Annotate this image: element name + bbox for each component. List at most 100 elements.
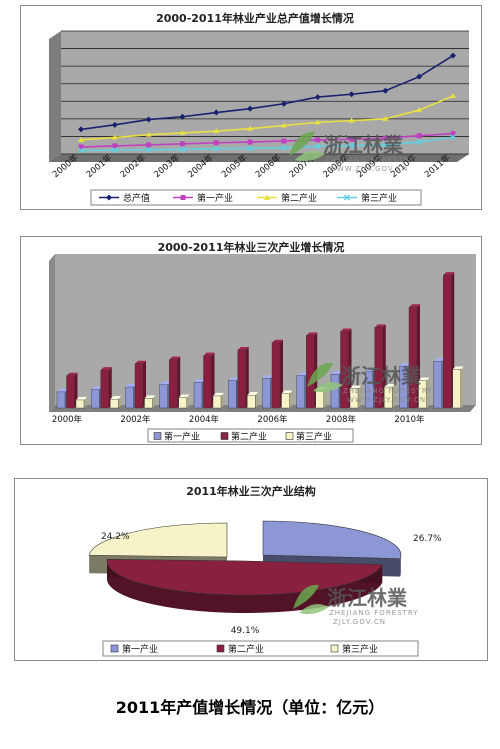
watermark-pinyin: ZHEJIANG FORESTRY xyxy=(329,609,419,617)
data-point xyxy=(146,142,152,148)
bar xyxy=(365,371,374,409)
bar-side xyxy=(186,394,190,408)
data-point xyxy=(416,133,422,139)
bar xyxy=(75,399,85,409)
bar-side xyxy=(460,366,464,408)
bar-side xyxy=(426,377,430,408)
legend-label: 第三产业 xyxy=(361,192,397,204)
bar xyxy=(247,394,256,409)
data-point xyxy=(213,145,220,152)
bar xyxy=(433,361,442,409)
bar xyxy=(110,398,119,409)
legend-swatch xyxy=(216,644,225,653)
bar xyxy=(306,335,315,409)
leaf-icon xyxy=(293,584,319,609)
legend-label: 第一产业 xyxy=(197,192,233,204)
bar-side xyxy=(152,395,156,408)
legend-marker xyxy=(180,195,186,200)
legend-swatch xyxy=(110,644,119,653)
series-line xyxy=(80,95,454,141)
bar-top xyxy=(247,392,259,396)
leaf-icon xyxy=(307,362,333,387)
bar-side xyxy=(280,339,283,408)
legend-label: 第一产业 xyxy=(122,643,158,655)
data-point xyxy=(450,52,456,59)
legend-label: 第三产业 xyxy=(296,431,332,443)
data-point xyxy=(315,137,321,143)
watermark-text: 浙江林業 xyxy=(341,364,422,388)
data-point xyxy=(78,147,84,154)
pie-slice xyxy=(88,522,228,558)
bar-top xyxy=(228,377,240,381)
bar-top xyxy=(340,328,352,332)
data-point xyxy=(78,136,84,142)
bar-top xyxy=(296,372,308,376)
legend-swatch xyxy=(220,432,229,440)
bar-side xyxy=(221,392,224,408)
bar-side xyxy=(245,347,249,408)
series-line xyxy=(80,54,454,131)
data-point xyxy=(111,134,118,140)
bar xyxy=(66,375,75,409)
bar-top xyxy=(374,324,386,328)
legend-marker xyxy=(343,194,351,201)
bar xyxy=(399,365,408,409)
bar-chart: 2000-2011年林业三次产业增长情况 2000年 2002年 2004年 2006年… xyxy=(49,240,476,443)
watermark-pinyin: ZHEJIANG FORESTRY xyxy=(325,156,415,164)
data-point xyxy=(78,126,84,133)
bar xyxy=(228,380,237,409)
data-point xyxy=(281,138,287,144)
data-point xyxy=(145,131,152,137)
bar-side xyxy=(392,384,396,408)
data-point xyxy=(382,141,389,148)
data-point xyxy=(247,125,254,131)
watermark-site: WWW.ZJLY.GOV.CN xyxy=(347,396,426,404)
plot-floor xyxy=(49,154,469,162)
legend-label: 总产值 xyxy=(123,192,150,204)
bar-side xyxy=(177,356,181,408)
series-line xyxy=(80,136,454,152)
plot-area xyxy=(61,31,469,154)
bar-top xyxy=(178,394,190,398)
data-point xyxy=(280,144,287,151)
bar-top xyxy=(331,371,342,375)
bar xyxy=(91,389,100,409)
bar xyxy=(384,386,393,409)
data-point xyxy=(247,105,254,112)
bar xyxy=(443,274,452,409)
pie-data-label: 26.7% xyxy=(413,534,442,544)
data-point xyxy=(213,140,219,146)
data-point xyxy=(112,143,118,149)
bar xyxy=(159,384,168,409)
bar-side xyxy=(289,390,293,408)
bar-top xyxy=(169,356,181,360)
legend-box xyxy=(90,189,422,206)
pie-slice xyxy=(262,520,402,559)
bar-top xyxy=(135,360,146,364)
pie-chart-panel: 2011年林业三次产业结构 26.7% 49.1% 24.2% 浙江林業 ZHEJIANG… xyxy=(14,478,488,661)
bar xyxy=(340,331,349,409)
data-point xyxy=(450,134,456,141)
bar-top xyxy=(365,368,377,372)
bar xyxy=(144,398,153,409)
bar-top xyxy=(66,372,78,376)
bar xyxy=(237,349,246,409)
bar xyxy=(134,363,144,409)
bar xyxy=(281,393,290,409)
pie-slice-side xyxy=(400,555,401,577)
bar-top xyxy=(262,375,274,379)
data-point xyxy=(111,121,118,128)
bar-top xyxy=(433,358,445,362)
bar xyxy=(56,391,66,409)
data-point xyxy=(314,119,321,125)
data-point xyxy=(382,87,389,94)
legend-marker xyxy=(106,194,112,201)
bar-top xyxy=(409,304,420,308)
data-point xyxy=(213,109,220,116)
watermark-site: ZJLY.GOV.CN xyxy=(333,618,386,626)
bar-top xyxy=(306,332,318,336)
bar-top xyxy=(57,388,68,392)
bar-side xyxy=(84,396,87,408)
data-point xyxy=(416,73,423,80)
